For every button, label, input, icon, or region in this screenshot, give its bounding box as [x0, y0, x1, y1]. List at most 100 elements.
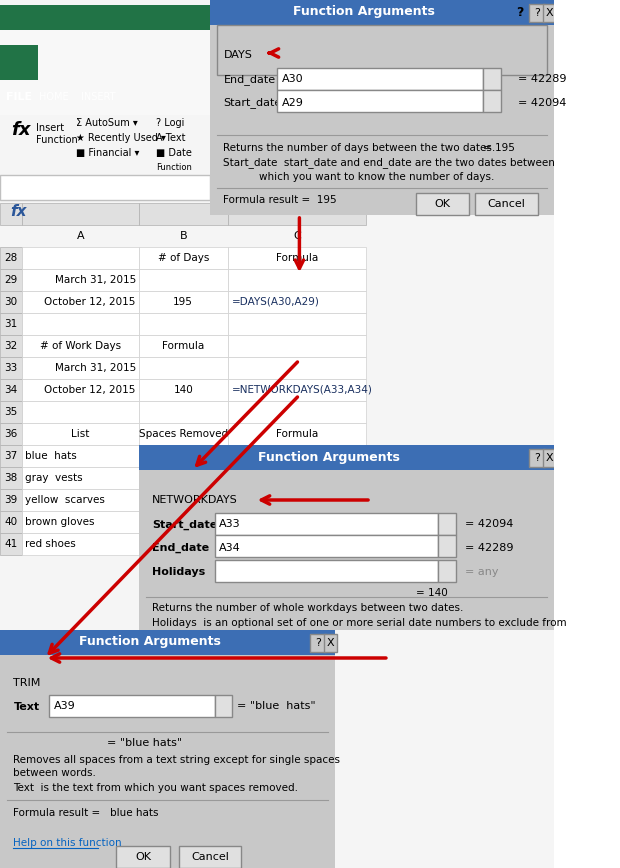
Text: Function Arguments: Function Arguments [257, 450, 399, 464]
Text: HOME: HOME [39, 92, 68, 102]
Text: ?: ? [534, 8, 540, 18]
Bar [22, 445, 138, 467]
Text: Removes all spaces from a text string except for single spaces: Removes all spaces from a text string ex… [14, 755, 340, 765]
Text: 40: 40 [4, 517, 18, 527]
Bar [22, 335, 138, 357]
Text: = 42289: = 42289 [465, 543, 513, 553]
Text: A: A [77, 231, 84, 241]
Text: Σ AutoSum ▾: Σ AutoSum ▾ [76, 118, 138, 128]
Text: End_date: End_date [223, 75, 275, 85]
Text: A29: A29 [281, 98, 303, 108]
Bar [0, 30, 210, 115]
Bar [0, 291, 22, 313]
Text: Spaces Removed: Spaces Removed [139, 429, 228, 439]
Text: Formula: Formula [276, 429, 318, 439]
Bar [217, 25, 547, 75]
Text: OK: OK [135, 852, 151, 862]
Text: ?: ? [315, 638, 321, 648]
Bar [138, 470, 554, 630]
Bar [138, 357, 228, 379]
Bar [22, 533, 138, 555]
Bar [138, 423, 228, 445]
Text: Formula: Formula [162, 341, 205, 351]
Text: 32: 32 [4, 341, 18, 351]
Text: List: List [71, 429, 90, 439]
Bar [0, 45, 38, 80]
Text: =TRIM(A39): =TRIM(A39) [232, 451, 294, 461]
Text: Returns the number of whole workdays between two dates.: Returns the number of whole workdays bet… [152, 603, 463, 613]
Text: fx: fx [11, 121, 30, 139]
Bar [138, 269, 228, 291]
Text: 140: 140 [174, 385, 193, 395]
Text: between words.: between words. [14, 768, 96, 778]
Bar [228, 313, 366, 335]
Bar [228, 291, 366, 313]
Bar [138, 445, 554, 470]
Bar [138, 401, 228, 423]
Bar [228, 379, 366, 401]
Text: 39: 39 [4, 495, 18, 505]
Bar [138, 203, 228, 225]
Bar [277, 90, 482, 112]
Text: C: C [293, 231, 301, 241]
Bar [0, 175, 210, 200]
Text: 195: 195 [173, 297, 193, 307]
Text: TRIM: TRIM [14, 678, 41, 688]
Bar [228, 511, 366, 533]
Text: Help on this function: Help on this function [14, 838, 122, 848]
Text: = 42094: = 42094 [465, 519, 513, 529]
Bar [22, 357, 138, 379]
Text: Text  is the text from which you want spaces removed.: Text is the text from which you want spa… [14, 783, 298, 793]
Bar [0, 655, 335, 868]
Text: X: X [546, 453, 554, 463]
Bar [138, 533, 228, 555]
Text: = 140: = 140 [415, 588, 448, 598]
Text: A33: A33 [219, 519, 241, 529]
Text: =TRIM(A43): =TRIM(A43) [232, 539, 294, 549]
Text: 28: 28 [4, 253, 18, 263]
Text: =TRIM(A42): =TRIM(A42) [232, 517, 294, 527]
Bar [22, 247, 138, 269]
Bar [0, 357, 22, 379]
Bar [179, 846, 241, 868]
Text: = any: = any [465, 567, 498, 577]
Text: ?: ? [516, 5, 524, 18]
Bar [415, 193, 469, 215]
Text: 29: 29 [4, 275, 18, 285]
Text: A39: A39 [53, 701, 76, 711]
Text: fx: fx [11, 205, 27, 220]
Text: Formula result =   blue hats: Formula result = blue hats [14, 808, 159, 818]
Text: 36: 36 [4, 429, 18, 439]
Text: X: X [546, 8, 554, 18]
Bar [116, 846, 170, 868]
Text: which you want to know the number of days.: which you want to know the number of day… [259, 172, 495, 182]
Text: yellow  scarves: yellow scarves [25, 495, 105, 505]
Bar [476, 193, 538, 215]
Text: Function Arguments: Function Arguments [293, 5, 435, 18]
Text: A30: A30 [281, 74, 303, 84]
Text: Cancel: Cancel [488, 199, 526, 209]
Bar [0, 630, 335, 655]
Bar [529, 449, 545, 467]
Text: NETWORKDAYS: NETWORKDAYS [152, 495, 237, 505]
Text: Start_date  start_date and end_date are the two dates between: Start_date start_date and end_date are t… [223, 158, 556, 168]
Bar [22, 203, 138, 225]
Bar [0, 203, 22, 225]
Text: October 12, 2015: October 12, 2015 [45, 385, 136, 395]
Text: = "blue  hats": = "blue hats" [237, 701, 316, 711]
Text: OK: OK [435, 199, 450, 209]
Bar [138, 379, 228, 401]
Text: ★ Recently Used ▾: ★ Recently Used ▾ [76, 133, 166, 143]
Text: 41: 41 [4, 539, 18, 549]
Bar [543, 4, 556, 22]
Text: red shoes: red shoes [141, 539, 192, 549]
Bar [310, 634, 326, 652]
Bar [0, 533, 22, 555]
Text: brown gloves: brown gloves [25, 517, 94, 527]
Text: 35: 35 [4, 407, 18, 417]
Text: =DAYS(A30,A29): =DAYS(A30,A29) [232, 297, 321, 307]
Text: ■ Financial ▾: ■ Financial ▾ [76, 148, 140, 158]
Text: =NETWORKDAYS(A33,A34): =NETWORKDAYS(A33,A34) [232, 385, 373, 395]
Text: yellow scarves: yellow scarves [141, 495, 218, 505]
Bar [22, 269, 138, 291]
